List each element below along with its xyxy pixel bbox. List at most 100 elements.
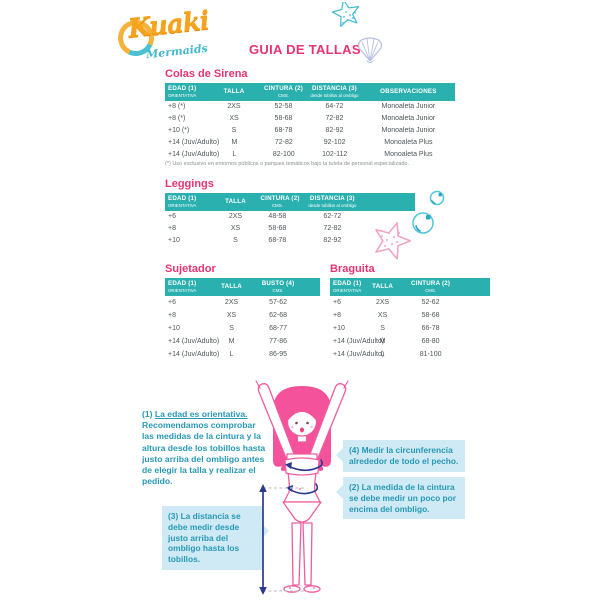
table-cell: 82-92	[323, 237, 342, 245]
table-row: +10 S 68-78 82-92	[165, 235, 415, 247]
table-cell: +10	[168, 324, 180, 332]
table-cell: Monoaleta Junior	[381, 103, 436, 111]
table-cell: 57-62	[269, 298, 287, 306]
table-header-row: EDAD (1) ORIENTATIVA TALLA CINTURA (2) CMS. D…	[165, 193, 415, 211]
table-cell: 2XS	[224, 298, 239, 306]
table-footnote: (*) Uso exclusivo en entornos públicos o…	[165, 161, 409, 167]
leggings-table: EDAD (1) ORIENTATIVA TALLA CINTURA (2) CMS. D…	[165, 193, 415, 247]
column-header: TALLA	[223, 88, 245, 95]
table-cell: 2XS	[227, 103, 241, 111]
table-cell: M	[231, 139, 238, 147]
sujetador-table: EDAD (1) ORIENTATIVA TALLA BUSTO (4) CMS. +6 2…	[165, 278, 320, 361]
table-cell: +14 (Juv/Adulto)	[168, 351, 220, 359]
measurement-figure	[255, 380, 349, 593]
table-cell: 72-82	[274, 139, 293, 147]
bubbles-icon	[412, 190, 445, 234]
braguita-table: EDAD (1) ORIENTATIVA TALLA CINTURA (2) CMS. +…	[330, 278, 490, 361]
table-cell: +14 (Juv/Adulto)	[168, 338, 220, 346]
table-cell: +6	[168, 213, 176, 221]
table-cell: 81-100	[419, 351, 442, 359]
table-cell: 68-77	[269, 324, 287, 332]
table-cell: 52-58	[274, 103, 293, 111]
note-1-age-orientative: (1) La edad es orientativa. Recomendamos…	[142, 409, 269, 487]
table-row: +10 S 68-77	[165, 322, 320, 335]
table-row: +8 (*) 2XS 52-58 64-72 Monoaleta Junior	[165, 101, 455, 113]
table-cell: +14 (Juv/Adulto)	[168, 151, 220, 159]
table-cell: 86-95	[269, 351, 287, 359]
colas-de-sirena-table: EDAD (1) ORIENTATIVA TALLA CINTURA (2) CMS. D…	[165, 83, 455, 161]
table-cell: Monoaleta Plus	[384, 151, 433, 159]
column-header: CINTURA (2) CMS.	[263, 85, 304, 98]
section-title-colas-de-sirena: Colas de Sirena	[165, 68, 248, 80]
column-header: EDAD (1) ORIENTATIVA	[333, 280, 362, 293]
column-header: CINTURA (2) CMS.	[260, 195, 300, 208]
table-cell: 68-80	[421, 338, 440, 346]
section-title-sujetador: Sujetador	[165, 263, 216, 275]
table-cell: 2XS	[375, 298, 390, 306]
column-header: DISTANCIA (3) desde tobillos al ombligo	[308, 195, 357, 208]
waist-measure-arrow	[288, 483, 319, 495]
column-header: EDAD (1) ORIENTATIVA	[168, 195, 197, 208]
table-header-row: EDAD (1) ORIENTATIVA TALLA CINTURA (2) CMS.	[330, 278, 490, 296]
table-cell: 2XS	[228, 213, 243, 221]
column-header: CINTURA (2) CMS.	[411, 280, 451, 293]
vertical-measure-arrow-icon	[259, 484, 307, 595]
table-cell: 58-68	[274, 115, 293, 123]
table-row: +8 (*) XS 58-68 72-82 Monoaleta Junior	[165, 113, 455, 125]
column-header: OBSERVACIONES	[380, 88, 437, 95]
note-2-waist-box: (2) La medida de la cintura se debe medi…	[336, 477, 465, 520]
brand-name: Kuaki	[126, 5, 211, 45]
bust-measure-arrow	[287, 459, 323, 472]
table-cell: XS	[229, 115, 239, 123]
table-row: +6 2XS 52-62	[330, 296, 490, 309]
table-cell: Monoaleta Junior	[381, 127, 436, 135]
note-1-text: Recomendamos comprobar las medidas de la…	[142, 420, 266, 487]
table-cell: +6	[333, 298, 341, 306]
table-cell: 52-62	[421, 298, 440, 306]
table-row: +14 (Juv/Adulto) L 81-100	[330, 348, 490, 361]
page-title: GUIA DE TALLAS	[249, 42, 361, 57]
table-cell: L	[380, 351, 385, 359]
table-cell: S	[380, 324, 385, 332]
brand-logo: Kuaki Mermaids	[112, 5, 218, 64]
table-row: +8 XS 62-68	[165, 309, 320, 322]
note-1-underlined: La edad es orientativa.	[154, 409, 248, 419]
table-header-row: EDAD (1) ORIENTATIVA TALLA CINTURA (2) CMS. D…	[165, 83, 455, 101]
starfish-icon	[375, 222, 411, 260]
table-cell: 48-58	[268, 213, 287, 221]
table-row: +8 XS 58-68	[330, 309, 490, 322]
column-header: TALLA	[221, 283, 242, 290]
table-cell: XS	[377, 311, 388, 319]
table-row: +14 (Juv/Adulto) M 72-82 92-102 Monoaleta Pl…	[165, 137, 455, 149]
table-cell: M	[228, 338, 235, 346]
table-row: +10 S 66-78	[330, 322, 490, 335]
table-row: +14 (Juv/Adulto) M 68-80	[330, 335, 490, 348]
section-title-braguita: Braguita	[330, 263, 375, 275]
table-row: +6 2XS 48-58 62-72	[165, 211, 415, 223]
table-cell: 66-78	[421, 324, 440, 332]
brand-subname: Mermaids	[145, 41, 209, 62]
table-cell: S	[229, 324, 234, 332]
table-cell: 92-102	[323, 139, 346, 147]
table-cell: 62-68	[269, 311, 287, 319]
table-cell: 102-112	[322, 151, 348, 159]
table-cell: L	[229, 351, 234, 359]
table-cell: +14 (Juv/Adulto)	[333, 351, 385, 359]
table-cell: XS	[226, 311, 237, 319]
note-3-distance-box: (3) La distancia se debe medir desde jus…	[162, 506, 269, 570]
table-cell: +6	[168, 298, 176, 306]
table-cell: 62-72	[323, 213, 342, 221]
column-header: TALLA	[225, 198, 246, 205]
table-cell: Monoaleta Junior	[381, 115, 436, 123]
table-cell: 68-78	[268, 237, 287, 245]
note-4-bust-box: (4) Medir la circunferencia alrededor de…	[336, 440, 465, 472]
table-cell: +14 (Juv/Adulto)	[168, 139, 220, 147]
table-cell: 68-78	[274, 127, 293, 135]
table-cell: +8 (*)	[168, 115, 186, 123]
table-row: +10 (*) S 68-78 82-92 Monoaleta Junior	[165, 125, 455, 137]
starfish-icon	[331, 2, 360, 28]
column-header: DISTANCIA (3) desde tobillos al ombligo	[310, 85, 359, 98]
table-cell: +10	[168, 237, 180, 245]
table-cell: S	[231, 127, 237, 135]
